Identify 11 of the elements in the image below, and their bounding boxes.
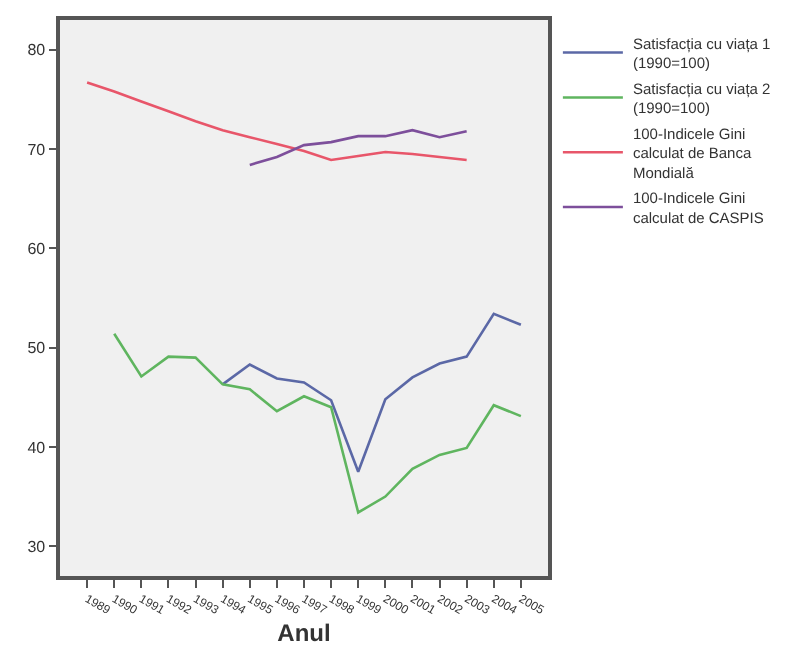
y-tick-label: 80	[27, 41, 47, 60]
line-series	[112, 332, 523, 514]
line-series	[85, 81, 468, 162]
line-series	[221, 312, 523, 474]
y-tick-label: 50	[27, 339, 47, 358]
y-tick-label: 70	[27, 140, 47, 159]
y-tick-label: 60	[27, 239, 47, 258]
line-series	[248, 128, 468, 167]
x-axis-title: Anul	[277, 619, 331, 648]
y-tick-label: 30	[27, 537, 47, 556]
y-tick-label: 40	[27, 438, 47, 457]
